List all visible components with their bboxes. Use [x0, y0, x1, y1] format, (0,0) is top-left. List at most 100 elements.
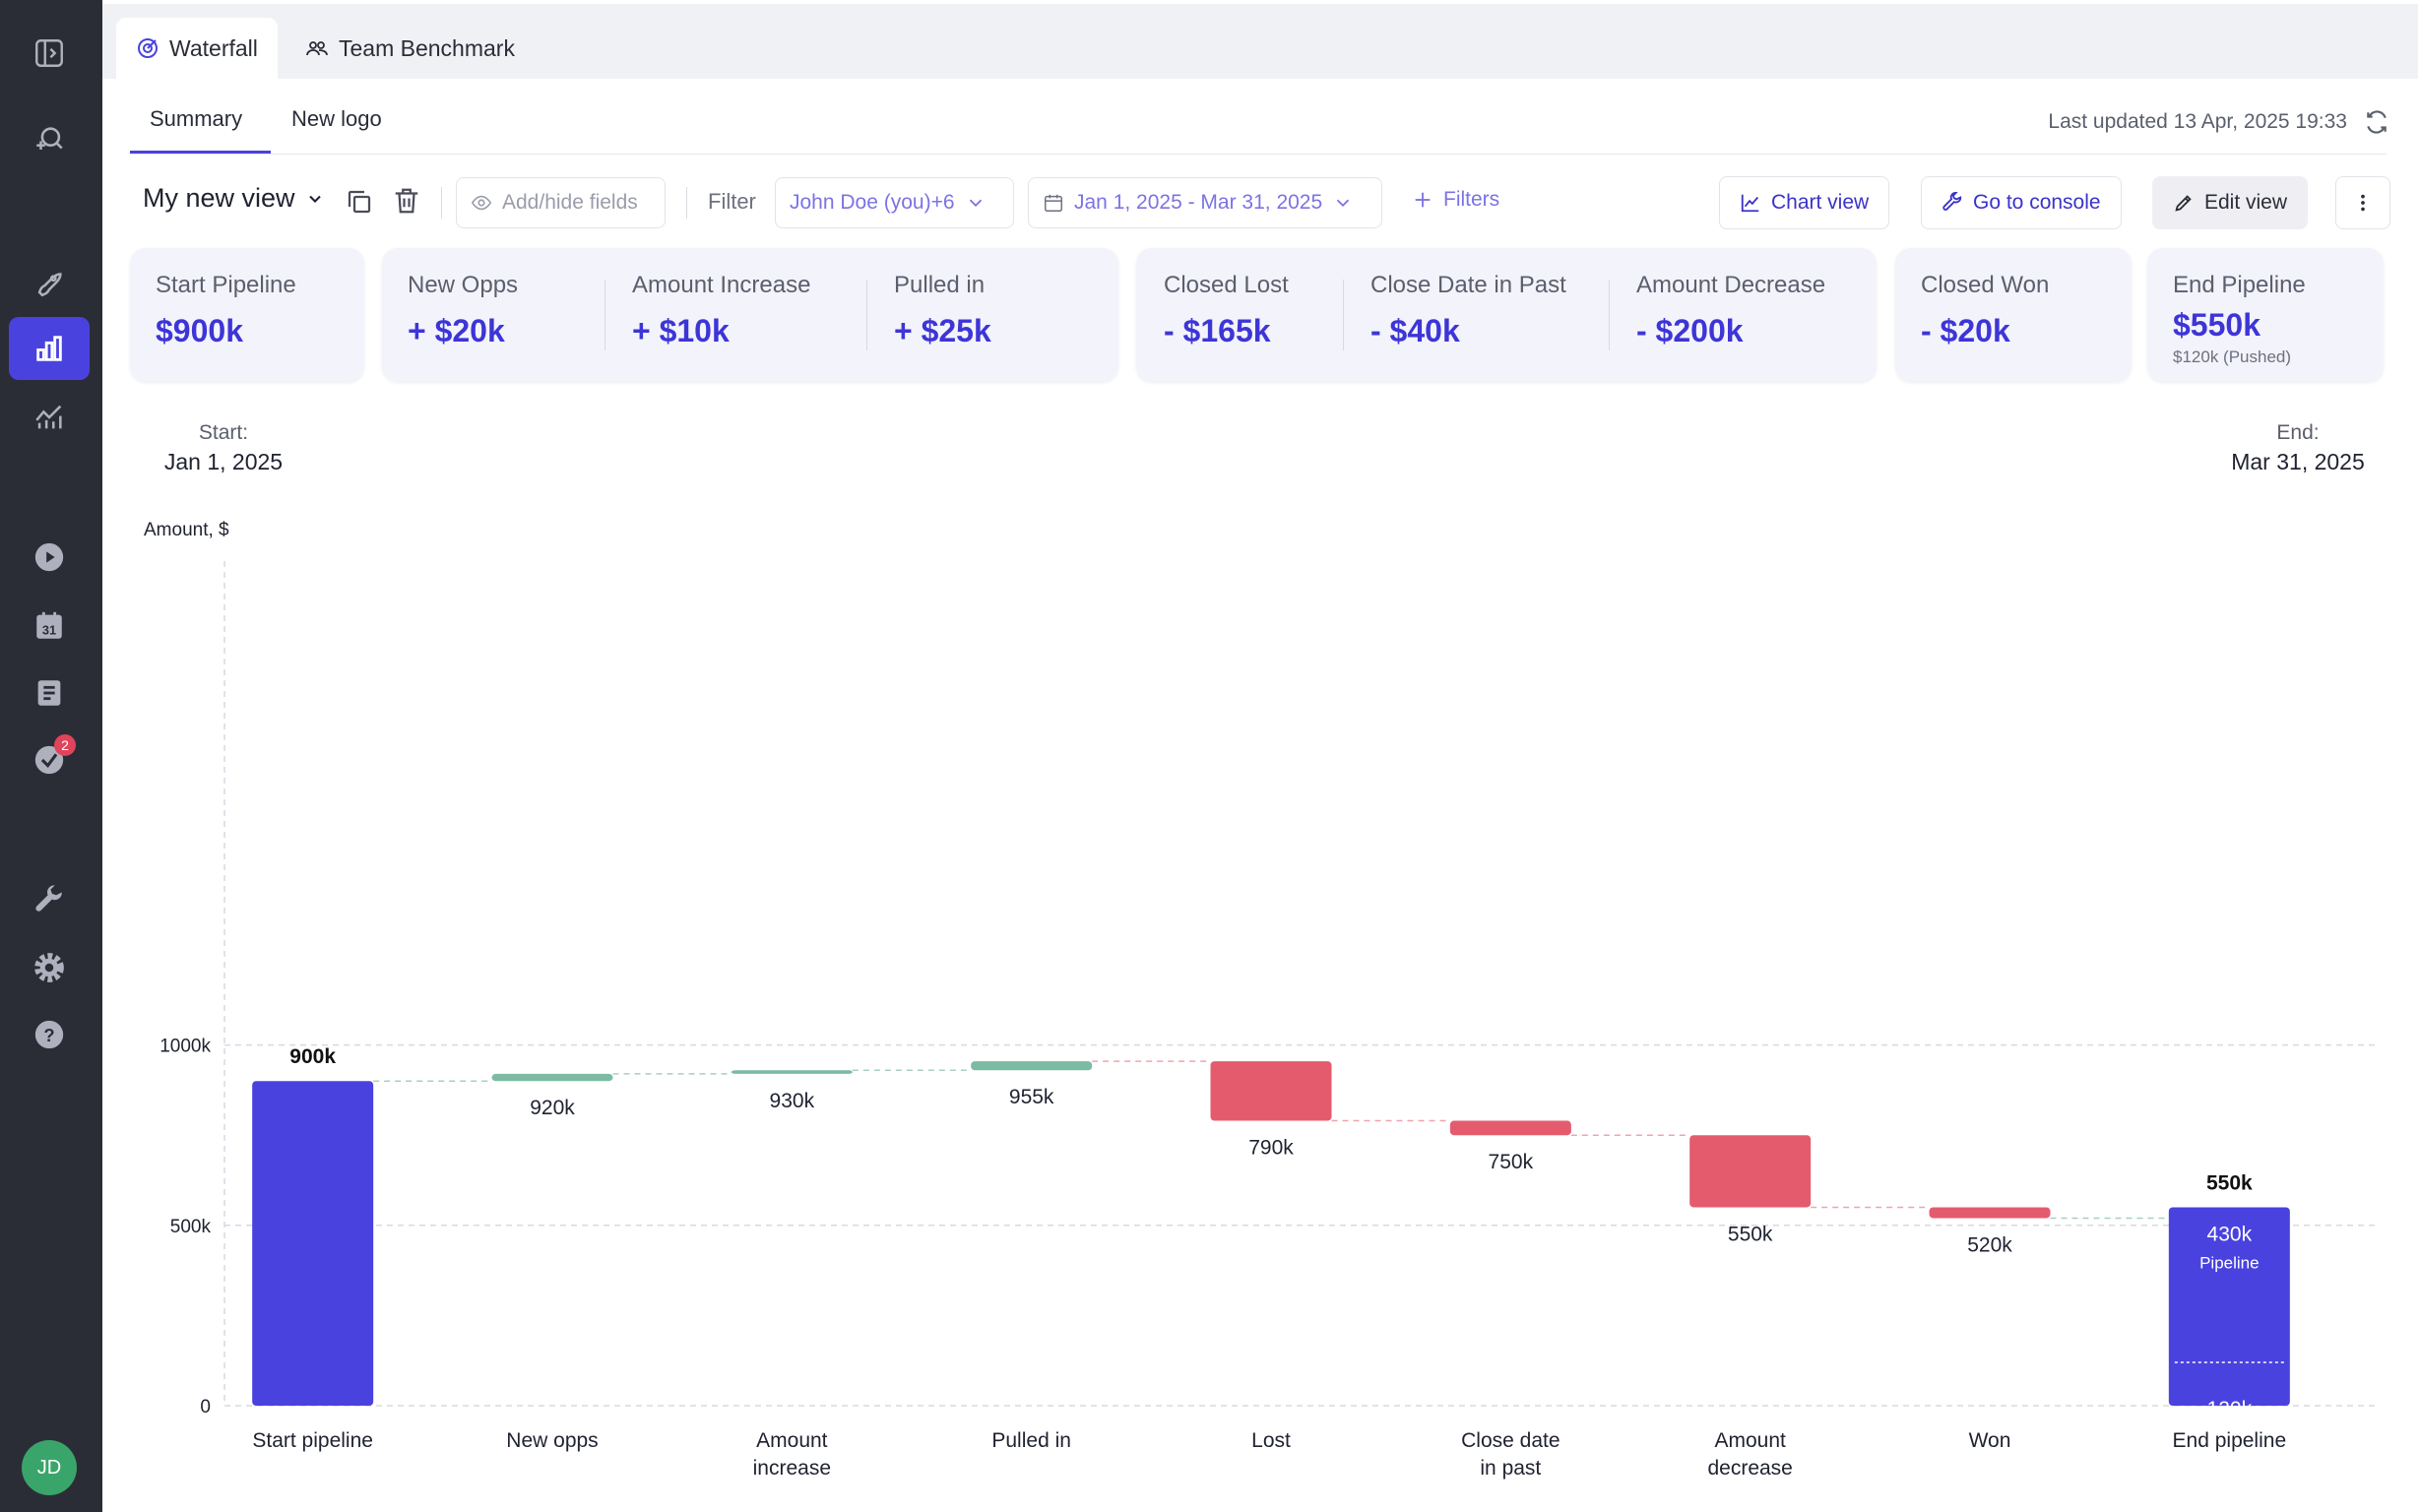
- kpi-separator: [1609, 280, 1610, 350]
- add-hide-fields-button[interactable]: Add/hide fields: [456, 177, 666, 228]
- kpi-label: Close Date in Past: [1370, 272, 1566, 298]
- tasks-badge: 2: [54, 734, 76, 756]
- toolbar-separator: [686, 187, 687, 219]
- period-end-date: Mar 31, 2025: [2231, 449, 2365, 474]
- tasks-check-icon[interactable]: 2: [9, 728, 90, 791]
- kpi-new-opps: New Opps + $20k: [408, 272, 518, 349]
- x-tick-label: Amount: [756, 1429, 828, 1452]
- kpi-value: $900k: [156, 313, 243, 348]
- date-range-value: Jan 1, 2025 - Mar 31, 2025: [1074, 191, 1323, 214]
- x-tick-label: Pulled in: [991, 1429, 1071, 1452]
- owner-filter-value: John Doe (you)+6: [790, 191, 955, 214]
- top-tab-strip: Waterfall Team Benchmark: [102, 4, 2418, 79]
- more-options-button[interactable]: [2335, 176, 2390, 229]
- view-selector[interactable]: My new view: [143, 183, 325, 214]
- kpi-value: + $20k: [408, 313, 505, 348]
- segment-value-label: 120k: [2207, 1398, 2253, 1420]
- kebab-menu-icon: [2361, 194, 2365, 212]
- wrench-icon: [1942, 192, 1962, 211]
- kpi-amount-increase: Amount Increase + $10k: [632, 272, 810, 349]
- chart-view-button[interactable]: Chart view: [1719, 176, 1890, 229]
- x-tick-label: Start pipeline: [252, 1429, 373, 1452]
- y-tick-label: 0: [200, 1397, 211, 1418]
- duplicate-icon[interactable]: [345, 187, 374, 217]
- x-tick-label: Won: [1969, 1429, 2011, 1452]
- edit-view-button[interactable]: Edit view: [2152, 176, 2309, 229]
- period-start: Start: Jan 1, 2025: [159, 421, 287, 475]
- tab-waterfall-label: Waterfall: [169, 34, 258, 61]
- segment-name-label: Pipeline: [2199, 1253, 2260, 1272]
- kpi-value: - $200k: [1636, 313, 1744, 348]
- kpi-label: Closed Lost: [1164, 272, 1289, 298]
- x-tick-label: New opps: [506, 1429, 598, 1452]
- kpi-value: $550k: [2173, 307, 2261, 343]
- sidebar-toggle-icon[interactable]: [9, 22, 90, 85]
- bar-increase: [491, 1073, 613, 1082]
- plus-icon: [1415, 192, 1431, 208]
- segment-name-label: Close date: [2190, 1434, 2269, 1453]
- help-icon[interactable]: ?: [9, 1003, 90, 1066]
- rocket-icon[interactable]: [9, 251, 90, 314]
- chart-view-label: Chart view: [1771, 191, 1870, 214]
- kpi-separator: [866, 280, 867, 350]
- owner-filter-select[interactable]: John Doe (you)+6: [775, 177, 1014, 228]
- calendar-icon: [1045, 194, 1062, 212]
- kpi-end-pipeline: End Pipeline $550k $120k (Pushed): [2173, 272, 2306, 367]
- kpi-pulled-in: Pulled in + $25k: [894, 272, 991, 349]
- calendar-icon[interactable]: 31: [9, 595, 90, 658]
- tab-new-logo[interactable]: New logo: [291, 106, 382, 131]
- tab-summary[interactable]: Summary: [150, 106, 243, 131]
- analytics-icon[interactable]: [9, 386, 90, 449]
- period-start-date: Jan 1, 2025: [163, 449, 284, 474]
- kpi-start-pipeline: Start Pipeline $900k: [156, 272, 296, 349]
- search-icon[interactable]: [9, 108, 90, 171]
- refresh-icon[interactable]: [2364, 109, 2389, 135]
- eye-icon: [471, 195, 492, 211]
- bar-total: [2168, 1207, 2290, 1406]
- period-end-label: End:: [2276, 421, 2320, 444]
- go-to-console-button[interactable]: Go to console: [1921, 176, 2122, 229]
- notes-icon[interactable]: [9, 662, 90, 724]
- data-label: 750k: [1489, 1151, 1534, 1173]
- bar-decrease: [1449, 1120, 1571, 1136]
- subtab-divider: [130, 154, 2387, 155]
- gear-icon[interactable]: [9, 936, 90, 999]
- bar-chart-icon[interactable]: [9, 317, 90, 380]
- add-filters-button[interactable]: Filters: [1412, 188, 1499, 212]
- waterfall-chart: Amount, $ 0 500k 1000k 900k Start pipeline 920…: [144, 520, 2377, 1480]
- bar-decrease: [1689, 1135, 1812, 1208]
- filter-label: Filter: [708, 189, 756, 214]
- calendar-day-text: 31: [42, 623, 56, 638]
- y-tick-label: 1000k: [159, 1037, 211, 1057]
- svg-text:?: ?: [43, 1025, 54, 1045]
- x-tick-label: increase: [753, 1457, 831, 1480]
- trash-icon[interactable]: [392, 186, 421, 216]
- kpi-card-reductions: Closed Lost - $165k Close Date in Past -…: [1136, 248, 1877, 382]
- wrench-icon[interactable]: [9, 869, 90, 932]
- kpi-value: - $165k: [1164, 313, 1271, 348]
- kpi-card-end-pipeline: End Pipeline $550k $120k (Pushed): [2147, 248, 2384, 382]
- date-range-select[interactable]: Jan 1, 2025 - Mar 31, 2025: [1028, 177, 1382, 228]
- line-chart-icon: [1741, 194, 1759, 213]
- tab-team-benchmark[interactable]: Team Benchmark: [286, 18, 535, 79]
- data-label: 550k: [1728, 1223, 1773, 1245]
- kpi-label: End Pipeline: [2173, 272, 2306, 298]
- kpi-amount-decrease: Amount Decrease - $200k: [1636, 272, 1825, 349]
- filters-label: Filters: [1443, 188, 1500, 211]
- play-icon[interactable]: [9, 526, 90, 589]
- team-icon: [306, 41, 328, 56]
- chevron-down-icon: [1337, 199, 1350, 208]
- tab-waterfall[interactable]: Waterfall: [116, 18, 278, 79]
- bar-decrease: [1210, 1061, 1332, 1121]
- x-tick-label: End pipeline: [2173, 1429, 2287, 1452]
- kpi-label: New Opps: [408, 272, 519, 298]
- target-icon: [138, 38, 158, 58]
- x-tick-label: Lost: [1251, 1429, 1291, 1452]
- x-tick-label: decrease: [1707, 1457, 1792, 1480]
- data-label: 550k: [2206, 1171, 2253, 1194]
- kpi-label: Closed Won: [1921, 272, 2050, 298]
- tab-team-benchmark-label: Team Benchmark: [339, 34, 515, 61]
- data-label: 900k: [289, 1045, 336, 1068]
- avatar[interactable]: JD: [22, 1440, 77, 1495]
